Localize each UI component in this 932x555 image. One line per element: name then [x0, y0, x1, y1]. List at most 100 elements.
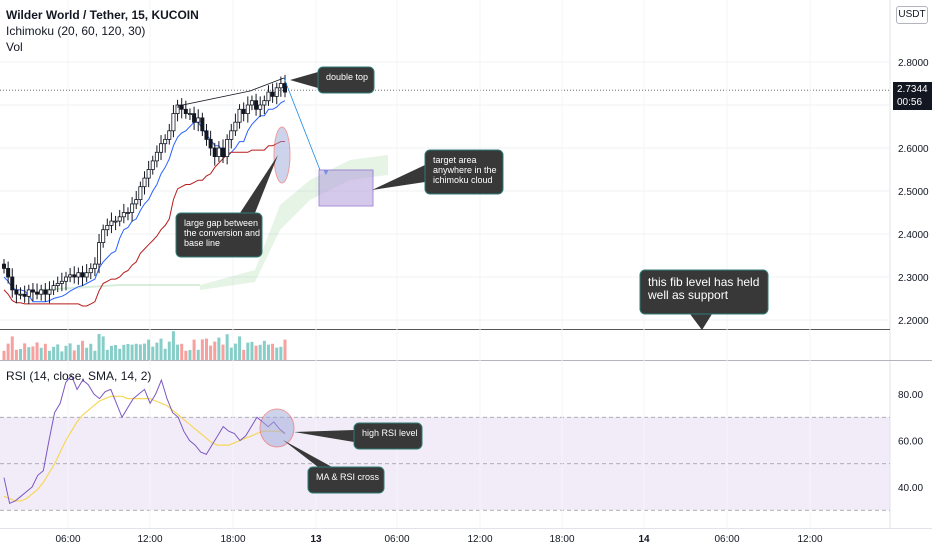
volume-bar — [266, 344, 270, 360]
rsi-line — [3, 374, 286, 504]
axis-labels-layer: 2.80002.70002.60002.50002.40002.30002.20… — [55, 58, 929, 545]
currency-button[interactable]: USDT — [896, 6, 928, 24]
time-tick-label: 06:00 — [55, 534, 80, 545]
candle-body — [22, 293, 27, 297]
volume-bar — [147, 339, 151, 360]
candle-body — [249, 100, 254, 106]
ichimoku-cloud-layer — [39, 155, 388, 291]
ichimoku-label[interactable]: Ichimoku (20, 60, 120, 30) — [6, 24, 146, 38]
volume-bar — [60, 351, 64, 360]
rsi-ma-line — [3, 395, 286, 502]
volume-bar — [93, 350, 97, 360]
volume-bar — [126, 344, 130, 360]
candle-body — [51, 285, 56, 291]
candle-body — [278, 83, 283, 89]
volume-bar — [217, 337, 221, 360]
callout-target-pointer — [372, 165, 425, 190]
rsi-tick-label: 60.00 — [898, 437, 923, 448]
volume-bar — [85, 347, 89, 360]
volume-bar — [6, 343, 10, 360]
indicator-lines-layer — [3, 100, 286, 307]
volume-bar — [258, 344, 262, 360]
volume-bar — [192, 339, 196, 360]
candle-body — [43, 289, 48, 295]
volume-bar — [56, 344, 60, 360]
volume-bar — [155, 342, 159, 360]
volume-bar — [27, 347, 31, 360]
callout-target-text: anywhere in the — [433, 165, 497, 175]
callout-double-top-text: double top — [326, 72, 368, 82]
callout-support-text: well as support — [647, 288, 729, 302]
volume-bar — [233, 343, 237, 360]
time-tick-label: 12:00 — [797, 534, 822, 545]
volume-bar — [89, 343, 93, 360]
rsi-label[interactable]: RSI (14, close, SMA, 14, 2) — [6, 369, 152, 383]
volume-bar — [39, 347, 43, 360]
candle-body — [266, 91, 271, 102]
candle-body — [146, 169, 151, 179]
volume-bar — [229, 347, 233, 360]
candle-body — [2, 263, 7, 269]
candle-body — [212, 147, 217, 158]
candle-body — [175, 104, 180, 115]
volume-bar — [204, 338, 208, 360]
volume-bar — [262, 340, 266, 360]
candle-body — [138, 186, 143, 200]
volume-bar — [171, 331, 175, 360]
volume-bar — [250, 341, 254, 360]
candle-body — [142, 177, 147, 188]
candle-body — [233, 121, 238, 132]
candle-body — [225, 138, 230, 157]
candle-body — [192, 113, 197, 123]
candle-body — [200, 117, 205, 132]
volume-bar — [163, 348, 167, 360]
double-top-line — [177, 77, 285, 108]
callout-gap-pointer — [240, 155, 278, 213]
candle-body — [241, 108, 246, 115]
candle-body — [204, 130, 209, 140]
base-line — [3, 141, 285, 307]
volume-bar — [246, 342, 250, 360]
volume-layer — [2, 331, 287, 360]
volume-bar — [213, 341, 217, 360]
candle-body — [262, 100, 267, 106]
time-tick-label: 06:00 — [714, 534, 739, 545]
callout-target-box — [424, 149, 504, 195]
candle-body — [171, 113, 176, 132]
time-tick-label: 12:00 — [467, 534, 492, 545]
volume-bar — [23, 343, 27, 360]
callout-gap-text: large gap between — [184, 218, 258, 228]
volume-bar — [143, 343, 146, 360]
target-area-box — [318, 169, 374, 207]
candle-body — [216, 147, 221, 158]
volume-bar — [283, 339, 287, 360]
candle-body — [84, 272, 89, 278]
volume-bar — [14, 349, 18, 360]
rsi-layer — [3, 374, 286, 504]
volume-bar — [64, 345, 68, 360]
volume-bar — [10, 336, 14, 360]
candle-body — [14, 289, 19, 295]
volume-bar — [159, 338, 163, 360]
volume-bar — [242, 349, 246, 360]
time-tick-label: 13 — [310, 534, 322, 545]
candle-body — [167, 130, 172, 140]
time-tick-label: 12:00 — [137, 534, 162, 545]
candle-body — [6, 267, 11, 278]
callout-double-top-pointer — [290, 72, 318, 88]
callout-high-rsi-box — [353, 422, 423, 450]
callout-high-rsi-text: high RSI level — [362, 428, 418, 438]
candle-body — [187, 113, 192, 115]
callout-support-box — [639, 269, 769, 315]
candle-body — [117, 216, 122, 222]
projection-arrow — [283, 77, 321, 171]
callout-gap-text: the conversion and — [184, 228, 260, 238]
volume-label[interactable]: Vol — [6, 40, 23, 54]
volume-bar — [19, 349, 23, 360]
volume-bar — [151, 346, 155, 360]
candle-body — [59, 280, 64, 284]
volume-bar — [52, 346, 56, 360]
volume-bar — [254, 345, 258, 360]
callout-double-top-box — [317, 66, 375, 94]
